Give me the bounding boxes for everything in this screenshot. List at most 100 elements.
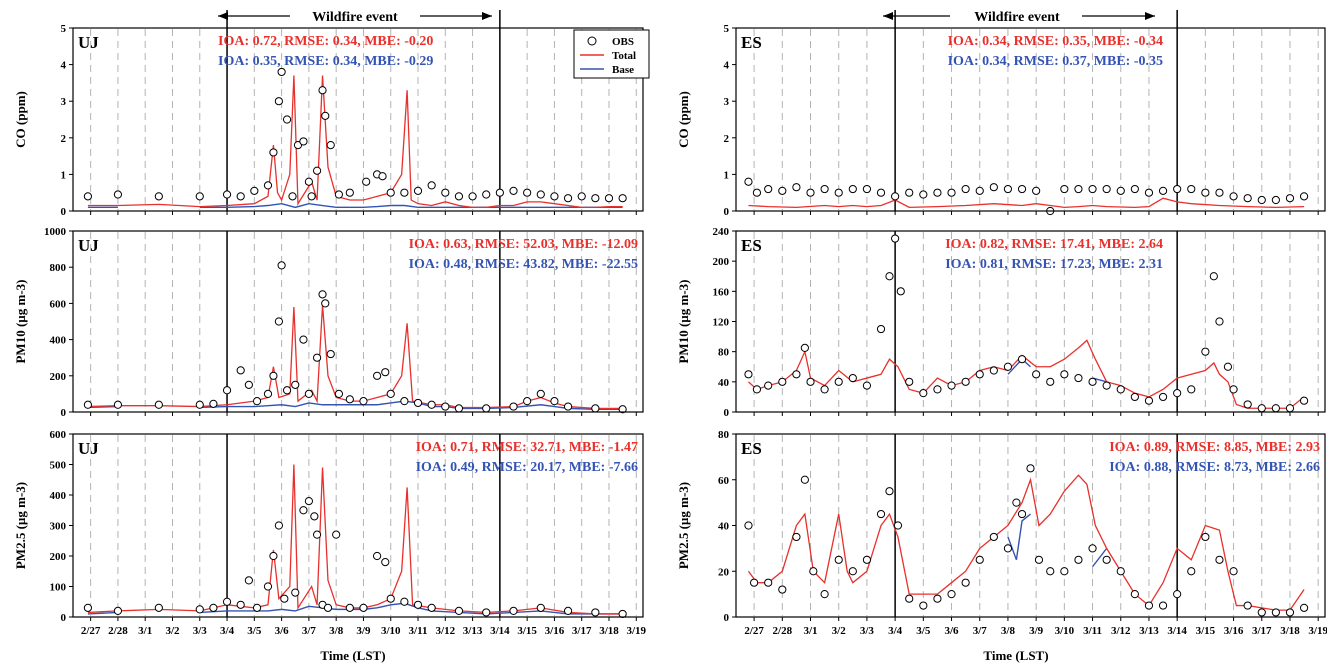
obs-point: [1299, 192, 1309, 201]
obs-point: [113, 190, 123, 199]
obs-point: [764, 184, 773, 194]
obs-point: [834, 188, 843, 197]
stats-base: IOA: 0.49, RMSE: 20.17, MBE: -7.66: [416, 460, 638, 475]
obs-point: [1257, 608, 1266, 617]
obs-point: [400, 397, 409, 406]
obs-point: [1229, 192, 1238, 201]
obs-point: [1215, 188, 1224, 197]
obs-point: [792, 183, 801, 192]
obs-point: [744, 370, 753, 379]
obs-point: [1074, 184, 1083, 194]
obs-point: [222, 386, 232, 395]
obs-point: [1229, 567, 1238, 576]
obs-point: [304, 177, 313, 186]
x-tick-label: 3/9: [1029, 625, 1044, 637]
obs-point: [905, 188, 914, 197]
plot-frame: [72, 230, 644, 413]
series-base-line: [1091, 547, 1108, 568]
obs-point: [1201, 188, 1210, 197]
legend-obs-label: OBS: [612, 36, 634, 48]
x-tick-label: 3/3: [860, 625, 875, 637]
obs-point: [989, 183, 998, 192]
stats-total: IOA: 0.82, RMSE: 17.41, MBE: 2.64: [945, 237, 1163, 252]
obs-point: [1187, 184, 1196, 194]
obs-point: [427, 400, 436, 409]
stats-total: IOA: 0.63, RMSE: 52.03, MBE: -12.09: [409, 237, 638, 252]
obs-point: [312, 166, 322, 175]
obs-point: [1158, 186, 1168, 195]
x-tick-label: 3/9: [356, 625, 371, 637]
obs-point: [1201, 532, 1210, 542]
obs-point: [989, 532, 998, 542]
legend-base-label: Base: [612, 64, 634, 76]
site-label: UJ: [78, 439, 99, 458]
obs-point: [495, 188, 504, 197]
obs-point: [1144, 188, 1154, 197]
event-label-right: Wildfire event: [974, 10, 1060, 25]
obs-point: [896, 287, 905, 296]
obs-point: [975, 370, 984, 379]
y-tick-label: 80: [718, 347, 730, 359]
x-tick-label: 3/17: [572, 625, 592, 637]
y-tick-label: 3: [61, 96, 67, 108]
obs-point: [252, 397, 262, 406]
event-label-left: Wildfire event: [312, 10, 398, 25]
obs-point: [482, 608, 491, 617]
obs-point: [961, 184, 970, 194]
obs-point: [820, 184, 829, 194]
obs-point: [321, 299, 330, 308]
obs-point: [947, 590, 956, 599]
obs-point: [274, 521, 283, 530]
obs-point: [876, 324, 886, 334]
obs-point: [1116, 385, 1125, 394]
obs-point: [536, 603, 545, 612]
panel-es-pm10: 0 40 80 120 160 200 240 PM10 (µg m-3) ES IOA: 0.8…: [676, 226, 1326, 419]
obs-point: [441, 402, 450, 411]
obs-point: [113, 606, 123, 616]
obs-point: [413, 186, 423, 195]
y-tick-label: 0: [61, 206, 67, 218]
x-tick-label: 2/27: [744, 625, 764, 637]
y-axis-label: PM10 (µg m-3): [13, 279, 28, 363]
obs-point: [454, 606, 464, 616]
obs-point: [1158, 601, 1168, 610]
obs-point: [1299, 396, 1309, 405]
obs-point: [250, 186, 259, 195]
x-tick-label: 3/14: [1167, 625, 1187, 637]
stats-base: IOA: 0.34, RMSE: 0.37, MBE: -0.35: [948, 54, 1163, 69]
obs-point: [1257, 404, 1266, 413]
x-tick-label: 3/15: [1196, 625, 1216, 637]
obs-point: [1012, 498, 1021, 507]
x-tick-label: 3/6: [944, 625, 959, 637]
obs-point: [334, 190, 344, 199]
obs-point: [332, 530, 341, 539]
series-total-line: [747, 474, 1305, 611]
x-tick-label: 3/1: [803, 625, 817, 637]
panel-uj-pm25: 0 100 200 300 400 500 600 PM2.5 (µg m-3) 2/27 2/2…: [13, 429, 647, 637]
obs-point: [1046, 377, 1055, 386]
x-tick-label: 3/6: [275, 625, 290, 637]
event-header-left: Wildfire event: [218, 10, 492, 25]
obs-point: [312, 530, 322, 539]
obs-point: [800, 475, 809, 484]
obs-point: [1017, 509, 1027, 519]
y-tick-label: 1: [724, 169, 730, 181]
obs-point: [372, 371, 382, 380]
obs-point: [321, 111, 330, 120]
obs-point: [323, 603, 333, 612]
y-tick-label: 240: [713, 226, 730, 238]
obs-point: [381, 368, 390, 377]
obs-point: [1173, 590, 1182, 599]
x-tick-label: 3/17: [1252, 625, 1272, 637]
series-total-line: [748, 339, 1305, 409]
obs-point: [848, 184, 857, 194]
site-label: UJ: [78, 236, 99, 255]
obs-point: [282, 115, 292, 124]
obs-point: [1271, 608, 1280, 617]
obs-point: [820, 385, 829, 394]
obs-point: [1060, 184, 1069, 194]
obs-point: [764, 578, 773, 587]
x-tick-label: 3/2: [832, 625, 847, 637]
obs-point: [263, 582, 273, 591]
obs-point: [933, 594, 942, 603]
